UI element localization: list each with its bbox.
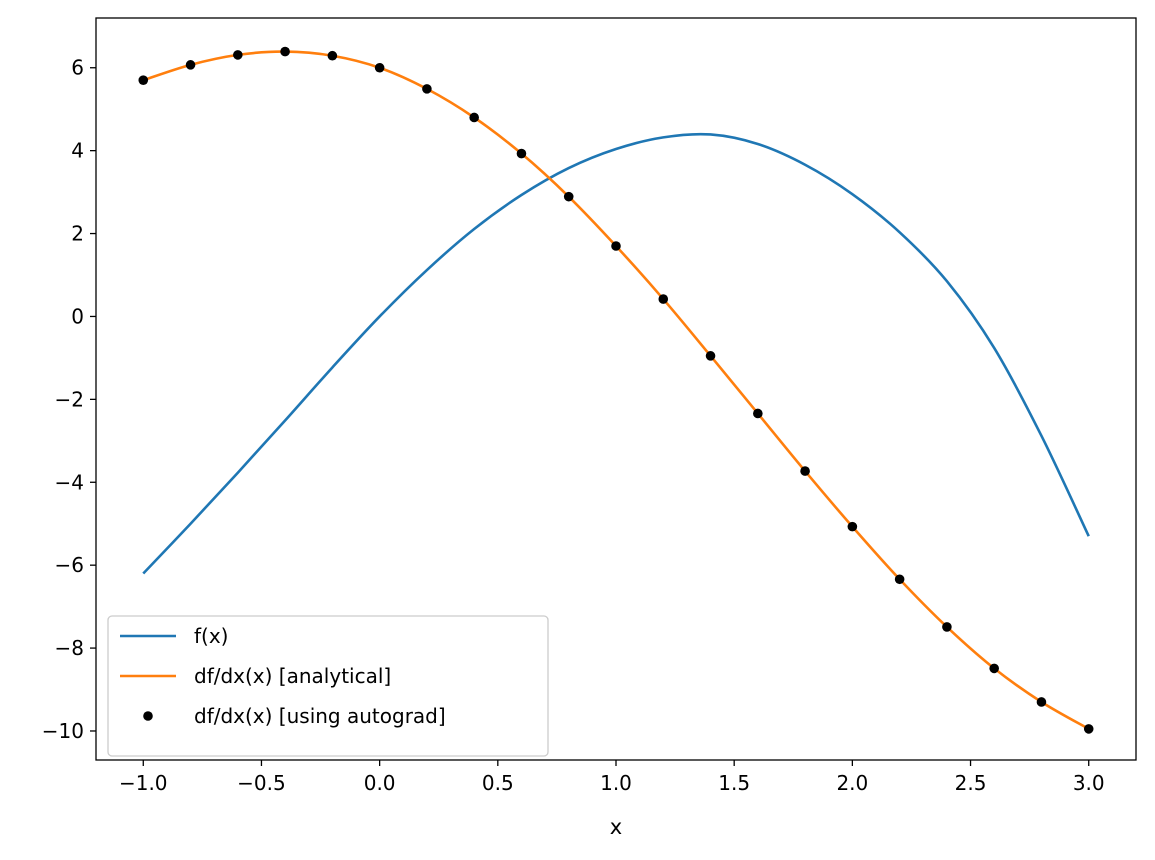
x-tick-label: 0.5 bbox=[482, 771, 514, 795]
data-point bbox=[516, 148, 527, 159]
data-point bbox=[374, 62, 385, 73]
data-point bbox=[847, 521, 858, 532]
y-tick-label: 4 bbox=[71, 139, 84, 163]
legend-label: df/dx(x) [using autograd] bbox=[194, 704, 446, 728]
legend-label: f(x) bbox=[194, 624, 228, 648]
legend-label: df/dx(x) [analytical] bbox=[194, 664, 391, 688]
data-point bbox=[705, 351, 716, 361]
y-tick-label: −10 bbox=[42, 719, 84, 743]
y-tick-label: 2 bbox=[71, 222, 84, 246]
x-tick-label: 2.5 bbox=[955, 771, 987, 795]
x-tick-label: 3.0 bbox=[1073, 771, 1105, 795]
y-tick-label: −4 bbox=[55, 470, 84, 494]
x-axis: −1.0 −0.5 0.0 0.5 1.0 1.5 2.0 2.5 3.0 bbox=[119, 760, 1105, 795]
y-axis: 6 4 2 0 −2 −4 −6 −8 −10 bbox=[42, 56, 96, 743]
x-tick-label: −1.0 bbox=[119, 771, 168, 795]
x-axis-label: x bbox=[610, 815, 622, 839]
data-point bbox=[422, 84, 432, 94]
data-point bbox=[894, 574, 905, 585]
series-line-0 bbox=[142, 132, 1090, 575]
data-point bbox=[185, 60, 196, 70]
y-tick-label: 6 bbox=[71, 56, 84, 80]
y-tick-label: −2 bbox=[55, 387, 84, 411]
series-layer bbox=[138, 46, 1094, 734]
data-point bbox=[233, 50, 243, 60]
data-point bbox=[658, 294, 669, 304]
data-point bbox=[800, 466, 810, 476]
series-line-1 bbox=[142, 50, 1090, 731]
data-point bbox=[611, 241, 621, 251]
data-point bbox=[280, 46, 290, 57]
y-tick-label: −8 bbox=[55, 636, 84, 660]
data-point bbox=[138, 75, 149, 85]
legend-box bbox=[107, 615, 549, 757]
x-tick-label: −0.5 bbox=[237, 771, 286, 795]
data-point bbox=[1083, 724, 1094, 734]
y-tick-label: 0 bbox=[71, 304, 84, 328]
data-point bbox=[989, 663, 999, 674]
legend: f(x) df/dx(x) [analytical] df/dx(x) [using… bbox=[107, 615, 549, 757]
x-tick-label: 1.5 bbox=[718, 771, 750, 795]
data-point bbox=[942, 622, 952, 632]
x-tick-label: 2.0 bbox=[836, 771, 868, 795]
y-tick-label: −6 bbox=[55, 553, 84, 577]
data-point bbox=[753, 408, 763, 419]
x-tick-label: 1.0 bbox=[600, 771, 632, 795]
data-point bbox=[563, 191, 574, 202]
x-tick-label: 0.0 bbox=[364, 771, 396, 795]
data-point bbox=[327, 50, 338, 61]
data-point bbox=[1036, 697, 1047, 707]
legend-swatch bbox=[143, 711, 153, 721]
data-point bbox=[469, 112, 479, 123]
